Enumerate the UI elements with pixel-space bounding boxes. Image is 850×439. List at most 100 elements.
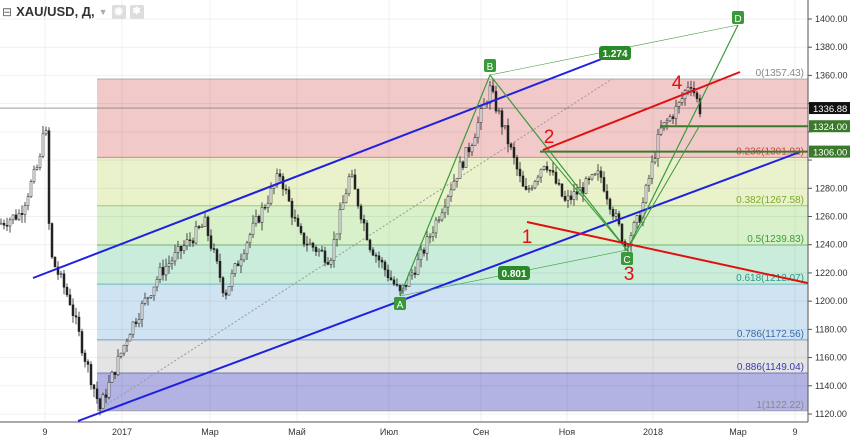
candle-body — [671, 116, 675, 119]
candle-body — [89, 364, 93, 386]
fib-level-label: 0.886(1149.04) — [737, 362, 804, 373]
candle-body — [566, 195, 570, 201]
candle-body — [356, 188, 360, 207]
candle-body — [413, 272, 417, 275]
gear-icon[interactable]: ✱ — [129, 4, 144, 19]
candle-body — [47, 130, 51, 224]
fib-level-label: 0.5(1239.83) — [747, 234, 804, 245]
candle-body — [320, 249, 324, 252]
candle-body — [284, 188, 288, 191]
candle-body — [371, 249, 375, 256]
candle-body — [188, 239, 192, 242]
candle-body — [302, 232, 306, 245]
candle-body — [278, 173, 282, 177]
candle-body — [524, 186, 528, 190]
wave-d-label-badge — [732, 11, 744, 24]
wave-a-label-badge — [394, 297, 406, 310]
candle-body — [119, 352, 123, 357]
candle-body — [224, 292, 228, 296]
candle-body — [542, 166, 546, 170]
ratio-1274-label-bg — [599, 46, 631, 60]
candle-body — [137, 319, 141, 324]
candle-body — [197, 226, 201, 228]
candle-body — [395, 284, 399, 286]
candle-body — [158, 266, 162, 280]
caret-down-icon[interactable]: ▼ — [98, 6, 108, 17]
candle-body — [341, 202, 345, 210]
time-tick-label: 2018 — [643, 427, 663, 437]
candle-body — [239, 259, 243, 267]
candle-body — [593, 173, 597, 176]
price-tick-label: 1360.00 — [815, 70, 848, 80]
price-tick-label: 1240.00 — [815, 240, 848, 250]
candle-body — [338, 209, 342, 235]
minus-square-icon[interactable]: ⊟ — [2, 4, 13, 19]
candle-body — [134, 321, 138, 324]
candle-body — [512, 146, 516, 158]
candle-body — [80, 331, 84, 354]
candle-body — [470, 145, 474, 153]
candle-body — [326, 262, 330, 265]
wave-b-label-badge — [484, 59, 496, 72]
candle-body — [503, 125, 507, 128]
candle-body — [353, 174, 357, 190]
candle-body — [107, 382, 111, 398]
symbol-label: XAU/USD, Д, — [16, 4, 95, 19]
time-tick-label: Июл — [380, 427, 398, 437]
candle-body — [323, 250, 327, 263]
candle-body — [236, 263, 240, 267]
candle-body — [182, 245, 186, 251]
candle-body — [149, 295, 153, 298]
candle-body — [698, 98, 702, 115]
candle-body — [464, 147, 468, 168]
price-tick-label: 1260.00 — [815, 211, 848, 221]
candle-body — [419, 249, 423, 260]
fib-zone — [97, 339, 808, 374]
candle-body — [23, 205, 27, 215]
candle-body — [518, 168, 522, 177]
wave-c-label: C — [623, 255, 630, 266]
candle-body — [191, 240, 195, 244]
candle-body — [398, 284, 402, 292]
fib-zone — [97, 157, 808, 206]
candle-body — [365, 222, 369, 241]
candle-body — [686, 87, 690, 91]
candle-body — [185, 239, 189, 247]
candle-body — [680, 98, 684, 103]
candle-body — [209, 235, 213, 249]
candle-body — [167, 263, 171, 267]
time-tick-label: Мар — [729, 427, 747, 437]
candle-body — [533, 181, 537, 189]
candle-body — [227, 286, 231, 296]
candle-body — [53, 256, 57, 268]
candle-body — [248, 234, 252, 244]
candle-body — [605, 190, 609, 200]
eye-icon[interactable]: ◉ — [111, 4, 126, 19]
candle-body — [230, 273, 234, 287]
fib-zone — [97, 79, 808, 158]
candle-body — [329, 260, 333, 265]
candle-body — [206, 216, 210, 236]
candle-body — [44, 130, 48, 135]
channel-lower-line — [77, 151, 801, 422]
candle-body — [404, 284, 408, 287]
candle-body — [203, 216, 207, 227]
time-tick-label: Сен — [473, 427, 490, 437]
candle-body — [98, 398, 102, 410]
current-price-label-bg — [809, 102, 850, 115]
ratio-1274-label: 1.274 — [602, 49, 627, 60]
candle-body — [269, 187, 273, 204]
candle-body — [515, 157, 519, 170]
candle-body — [233, 263, 237, 274]
abcd-pattern — [399, 24, 739, 297]
candle-body — [113, 371, 117, 376]
candle-body — [170, 260, 174, 264]
candle-body — [56, 266, 60, 275]
candle-body — [218, 260, 222, 278]
candle-body — [608, 198, 612, 210]
candle-body — [266, 202, 270, 208]
candle-body — [194, 226, 198, 244]
candle-body — [29, 181, 33, 197]
